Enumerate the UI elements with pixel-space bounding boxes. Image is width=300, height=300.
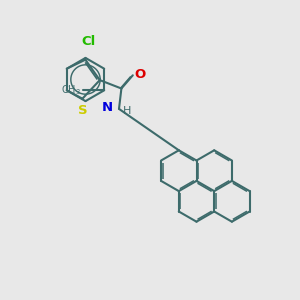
Text: N: N bbox=[101, 101, 112, 114]
Text: H: H bbox=[123, 106, 131, 116]
Text: S: S bbox=[78, 103, 88, 116]
Text: O: O bbox=[135, 68, 146, 81]
Text: Cl: Cl bbox=[82, 35, 96, 48]
Text: CH$_3$: CH$_3$ bbox=[61, 83, 81, 97]
